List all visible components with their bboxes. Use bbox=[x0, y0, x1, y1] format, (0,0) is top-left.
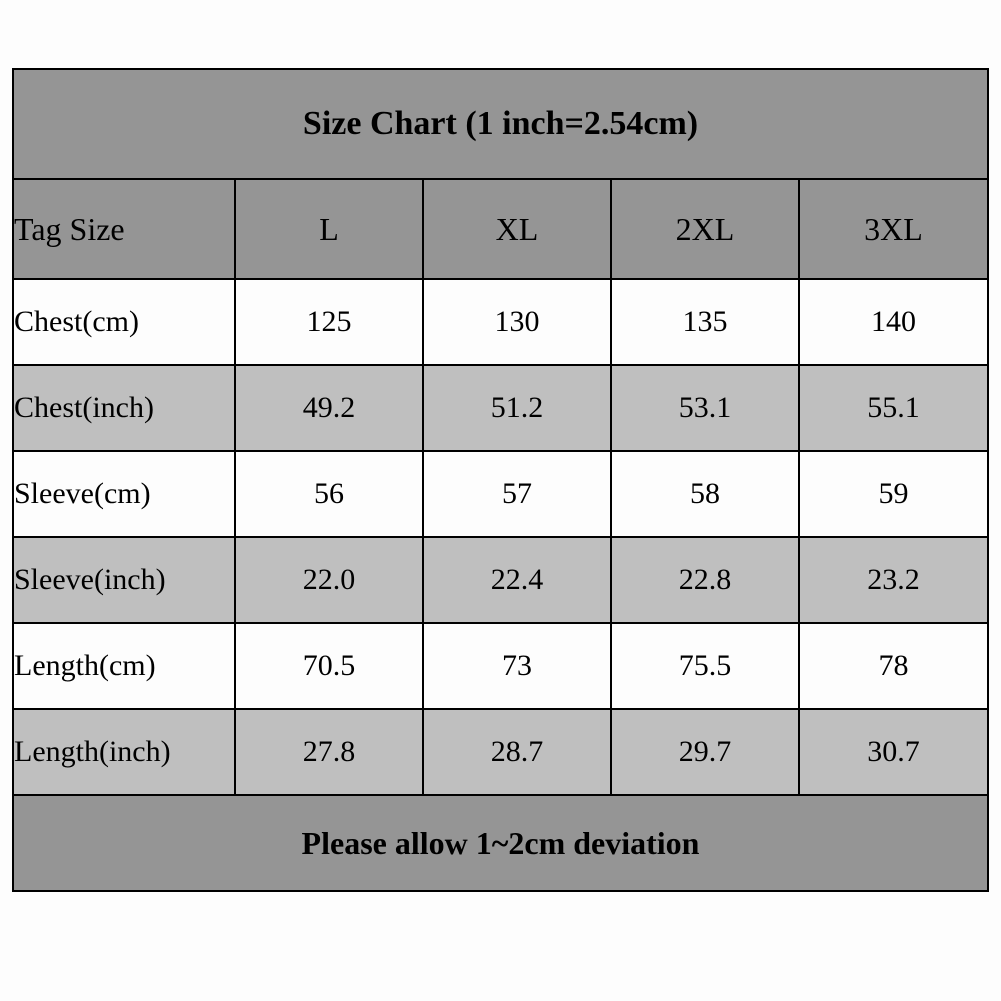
cell-value: 135 bbox=[611, 279, 799, 365]
row-label: Sleeve(inch) bbox=[13, 537, 235, 623]
table-title: Size Chart (1 inch=2.54cm) bbox=[13, 69, 988, 179]
header-label: Tag Size bbox=[13, 179, 235, 279]
row-label: Sleeve(cm) bbox=[13, 451, 235, 537]
table-row: Sleeve(cm)56575859 bbox=[13, 451, 988, 537]
cell-value: 55.1 bbox=[799, 365, 988, 451]
cell-value: 51.2 bbox=[423, 365, 611, 451]
cell-value: 53.1 bbox=[611, 365, 799, 451]
cell-value: 28.7 bbox=[423, 709, 611, 795]
footer-row: Please allow 1~2cm deviation bbox=[13, 795, 988, 891]
cell-value: 27.8 bbox=[235, 709, 423, 795]
cell-value: 49.2 bbox=[235, 365, 423, 451]
cell-value: 56 bbox=[235, 451, 423, 537]
cell-value: 140 bbox=[799, 279, 988, 365]
row-label: Length(inch) bbox=[13, 709, 235, 795]
table-row: Chest(inch)49.251.253.155.1 bbox=[13, 365, 988, 451]
cell-value: 29.7 bbox=[611, 709, 799, 795]
cell-value: 22.8 bbox=[611, 537, 799, 623]
table-row: Sleeve(inch)22.022.422.823.2 bbox=[13, 537, 988, 623]
title-row: Size Chart (1 inch=2.54cm) bbox=[13, 69, 988, 179]
cell-value: 75.5 bbox=[611, 623, 799, 709]
table-footer: Please allow 1~2cm deviation bbox=[13, 795, 988, 891]
header-row: Tag SizeLXL2XL3XL bbox=[13, 179, 988, 279]
cell-value: 130 bbox=[423, 279, 611, 365]
cell-value: 73 bbox=[423, 623, 611, 709]
size-header: 2XL bbox=[611, 179, 799, 279]
page-container: Size Chart (1 inch=2.54cm)Tag SizeLXL2XL… bbox=[0, 0, 1001, 1001]
row-label: Length(cm) bbox=[13, 623, 235, 709]
cell-value: 22.4 bbox=[423, 537, 611, 623]
size-header: L bbox=[235, 179, 423, 279]
table-row: Length(inch)27.828.729.730.7 bbox=[13, 709, 988, 795]
cell-value: 70.5 bbox=[235, 623, 423, 709]
cell-value: 125 bbox=[235, 279, 423, 365]
row-label: Chest(inch) bbox=[13, 365, 235, 451]
table-row: Length(cm)70.57375.578 bbox=[13, 623, 988, 709]
row-label: Chest(cm) bbox=[13, 279, 235, 365]
size-header: 3XL bbox=[799, 179, 988, 279]
size-chart-table: Size Chart (1 inch=2.54cm)Tag SizeLXL2XL… bbox=[12, 68, 989, 892]
cell-value: 78 bbox=[799, 623, 988, 709]
size-header: XL bbox=[423, 179, 611, 279]
table-row: Chest(cm)125130135140 bbox=[13, 279, 988, 365]
cell-value: 30.7 bbox=[799, 709, 988, 795]
cell-value: 23.2 bbox=[799, 537, 988, 623]
cell-value: 59 bbox=[799, 451, 988, 537]
cell-value: 58 bbox=[611, 451, 799, 537]
cell-value: 57 bbox=[423, 451, 611, 537]
cell-value: 22.0 bbox=[235, 537, 423, 623]
